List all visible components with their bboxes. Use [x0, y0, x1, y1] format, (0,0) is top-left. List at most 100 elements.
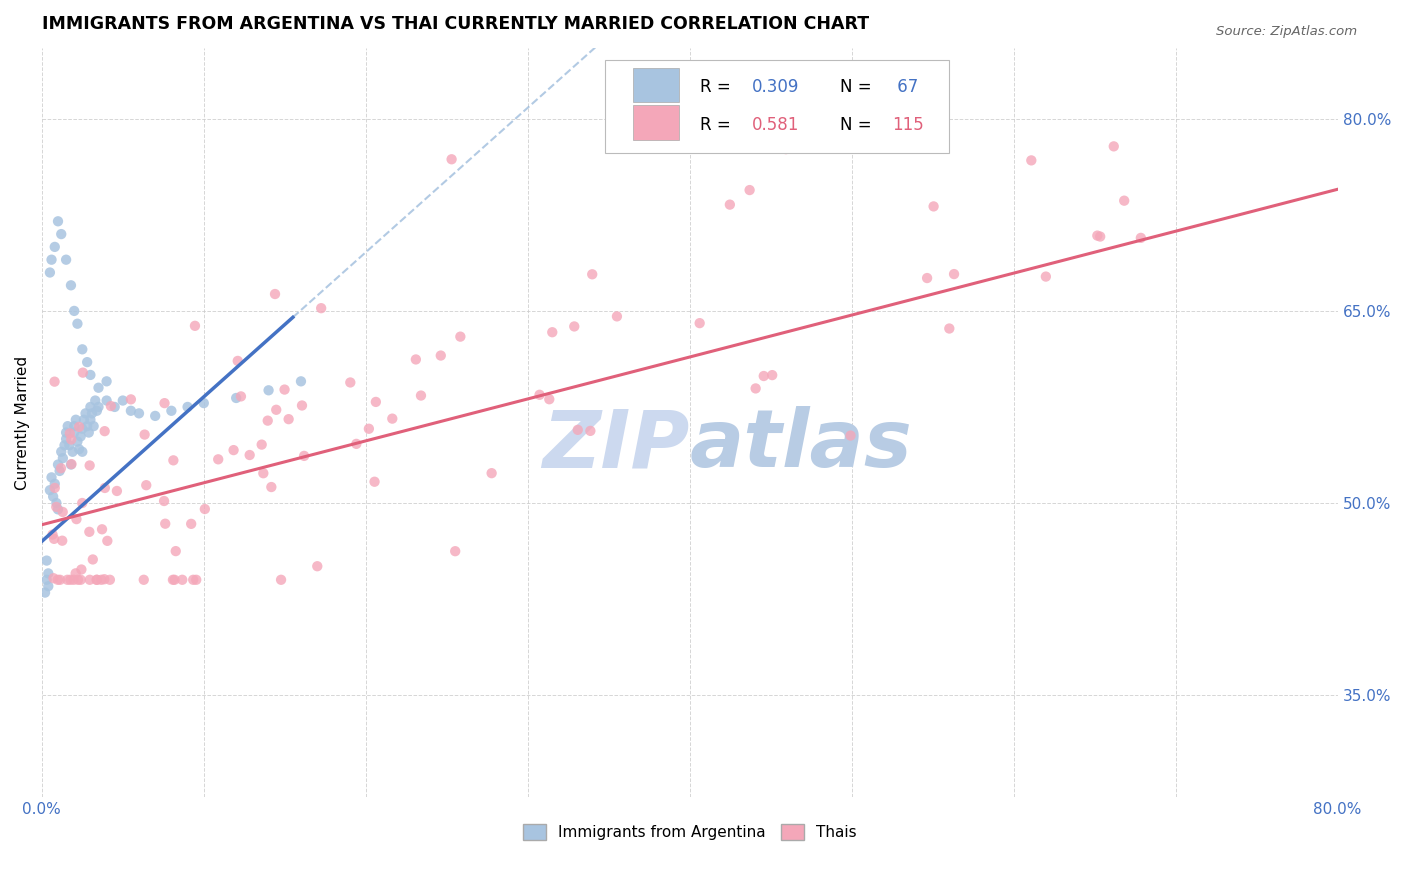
Point — [83, 419, 105, 434]
Point — [79, 524, 101, 539]
Point — [59, 458, 82, 472]
Point — [87, 381, 110, 395]
Point — [307, 559, 329, 574]
Point — [176, 400, 198, 414]
Point — [104, 400, 127, 414]
Point — [51, 533, 73, 548]
Point — [160, 404, 183, 418]
Point — [63, 419, 86, 434]
Point — [155, 516, 177, 531]
Point — [277, 412, 299, 426]
Point — [344, 437, 367, 451]
Point — [738, 183, 761, 197]
Point — [172, 573, 194, 587]
Point — [93, 572, 115, 586]
Text: 0.309: 0.309 — [752, 78, 799, 96]
Point — [58, 438, 80, 452]
Point — [96, 375, 118, 389]
Point — [76, 355, 98, 369]
Point — [38, 265, 60, 279]
Point — [111, 393, 134, 408]
Point — [1085, 228, 1108, 243]
Point — [70, 562, 93, 576]
Point — [181, 573, 204, 587]
Point — [49, 573, 72, 587]
Point — [82, 552, 104, 566]
Point — [52, 505, 75, 519]
Point — [44, 240, 66, 254]
Point — [381, 411, 404, 425]
FancyBboxPatch shape — [606, 60, 949, 153]
Point — [409, 388, 432, 402]
Point — [37, 579, 59, 593]
Point — [48, 464, 70, 478]
Point — [65, 566, 87, 581]
Point — [44, 375, 66, 389]
Point — [65, 512, 87, 526]
Point — [429, 349, 451, 363]
Point — [37, 566, 59, 581]
Point — [79, 458, 101, 473]
Point — [52, 451, 75, 466]
Point — [184, 318, 207, 333]
Y-axis label: Currently Married: Currently Married — [15, 356, 30, 490]
Point — [38, 483, 60, 498]
Point — [62, 573, 84, 587]
Text: N =: N = — [839, 78, 877, 96]
Point — [226, 354, 249, 368]
Point — [250, 437, 273, 451]
Point — [180, 516, 202, 531]
Point — [1088, 229, 1111, 244]
Point — [761, 368, 783, 383]
Point — [86, 573, 108, 587]
Point — [73, 413, 96, 427]
Point — [339, 376, 361, 390]
Point — [35, 553, 58, 567]
Point — [449, 329, 471, 343]
Point — [59, 426, 82, 441]
Point — [252, 467, 274, 481]
FancyBboxPatch shape — [633, 68, 679, 103]
Point — [55, 252, 77, 267]
Point — [225, 391, 247, 405]
Point — [364, 395, 387, 409]
FancyBboxPatch shape — [633, 105, 679, 140]
Point — [79, 573, 101, 587]
Point — [775, 142, 797, 156]
Point — [44, 476, 66, 491]
Text: R =: R = — [700, 78, 737, 96]
Point — [59, 573, 82, 587]
Point — [1102, 139, 1125, 153]
Point — [481, 466, 503, 480]
Point — [60, 433, 83, 447]
Point — [222, 443, 245, 458]
Point — [51, 444, 73, 458]
Point — [66, 317, 89, 331]
Point — [72, 343, 94, 357]
Point — [194, 502, 217, 516]
Point — [53, 438, 76, 452]
Point — [579, 424, 602, 438]
Point — [46, 573, 69, 587]
Point — [41, 527, 63, 541]
Point — [34, 585, 56, 599]
Point — [63, 304, 86, 318]
Point — [63, 425, 86, 440]
Point — [938, 321, 960, 335]
Point — [59, 278, 82, 293]
Point — [67, 420, 90, 434]
Point — [163, 573, 186, 587]
Point — [752, 369, 775, 384]
Point — [1129, 231, 1152, 245]
Point — [1114, 194, 1136, 208]
Point — [42, 490, 65, 504]
Point — [357, 422, 380, 436]
Point — [562, 319, 585, 334]
Point — [264, 287, 287, 301]
Point — [143, 409, 166, 423]
Point — [153, 396, 176, 410]
Point — [86, 573, 108, 587]
Point — [256, 414, 278, 428]
Point — [98, 573, 121, 587]
Point — [193, 396, 215, 410]
